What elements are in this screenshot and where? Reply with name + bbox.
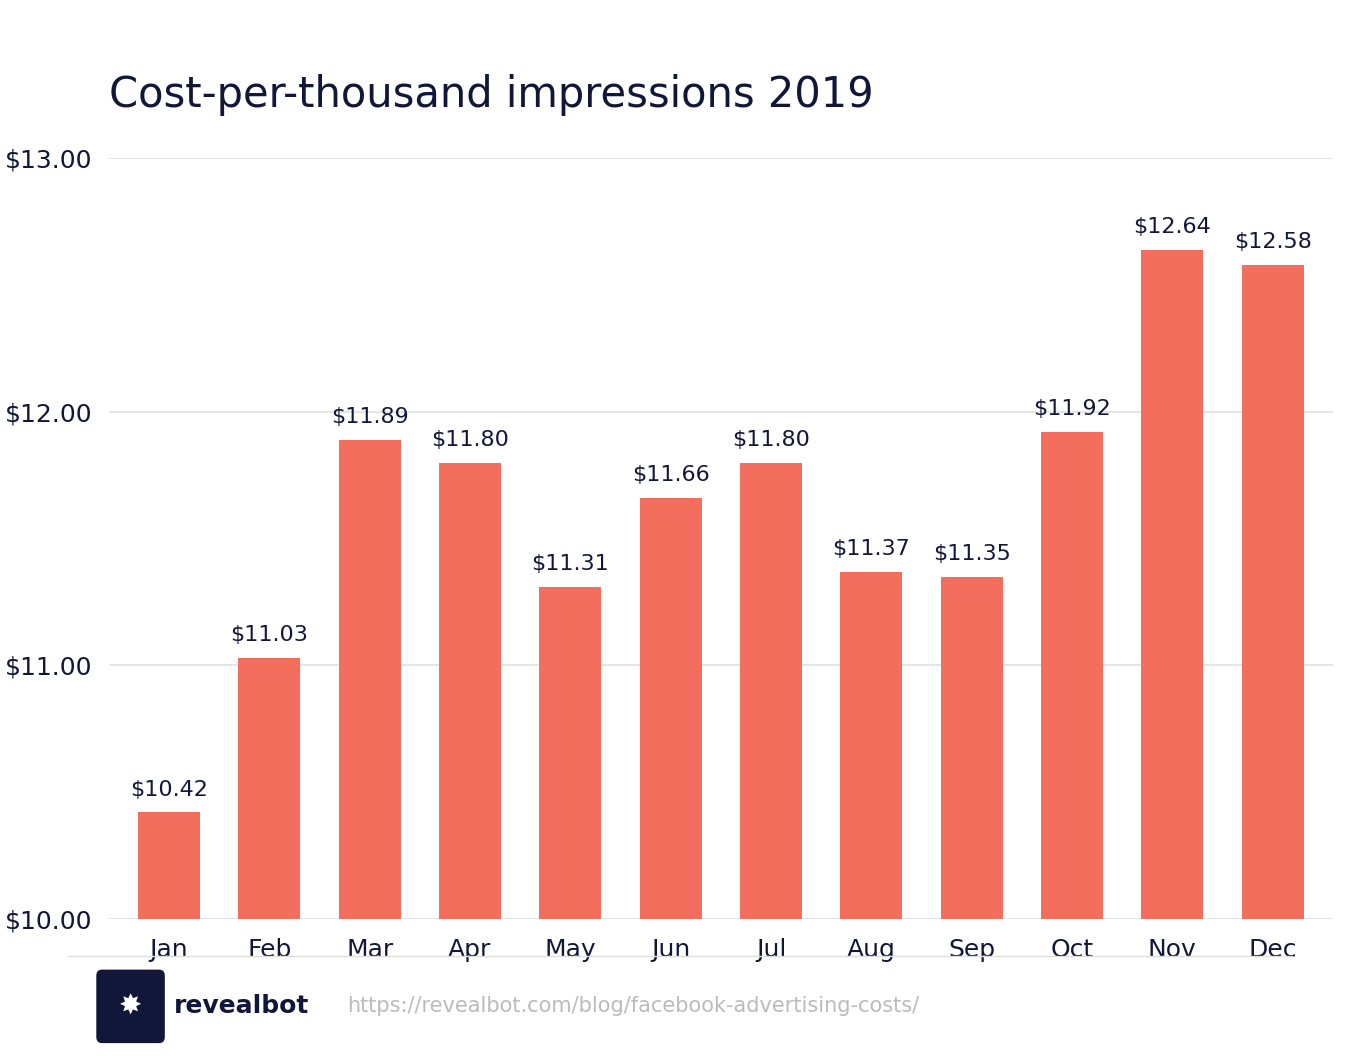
Bar [439, 463, 500, 919]
Text: $11.92: $11.92 [1034, 399, 1111, 419]
Text: $10.42: $10.42 [131, 779, 208, 799]
Bar [840, 571, 903, 919]
Text: $11.80: $11.80 [431, 430, 509, 450]
Text: revealbot: revealbot [174, 995, 310, 1018]
Text: Cost-per-thousand impressions 2019: Cost-per-thousand impressions 2019 [109, 74, 873, 116]
Bar [339, 439, 401, 919]
Text: ✸: ✸ [118, 993, 143, 1020]
Text: $11.37: $11.37 [832, 539, 910, 559]
Bar [639, 498, 702, 919]
FancyBboxPatch shape [97, 969, 165, 1043]
Text: https://revealbot.com/blog/facebook-advertising-costs/: https://revealbot.com/blog/facebook-adve… [347, 997, 919, 1016]
Text: $11.35: $11.35 [933, 544, 1010, 564]
Text: $11.66: $11.66 [632, 466, 710, 486]
Bar [539, 587, 601, 919]
Text: $12.64: $12.64 [1133, 216, 1212, 237]
Bar [137, 812, 200, 919]
Bar [941, 577, 1002, 919]
Bar [1141, 249, 1204, 919]
Text: $11.31: $11.31 [532, 554, 609, 574]
Bar [1242, 265, 1304, 919]
Text: $12.58: $12.58 [1234, 232, 1311, 252]
Bar [238, 658, 301, 919]
Bar [740, 463, 802, 919]
Text: $11.89: $11.89 [330, 407, 408, 427]
Text: $11.03: $11.03 [230, 625, 309, 645]
Text: $11.80: $11.80 [732, 430, 811, 450]
Bar [1040, 432, 1103, 919]
